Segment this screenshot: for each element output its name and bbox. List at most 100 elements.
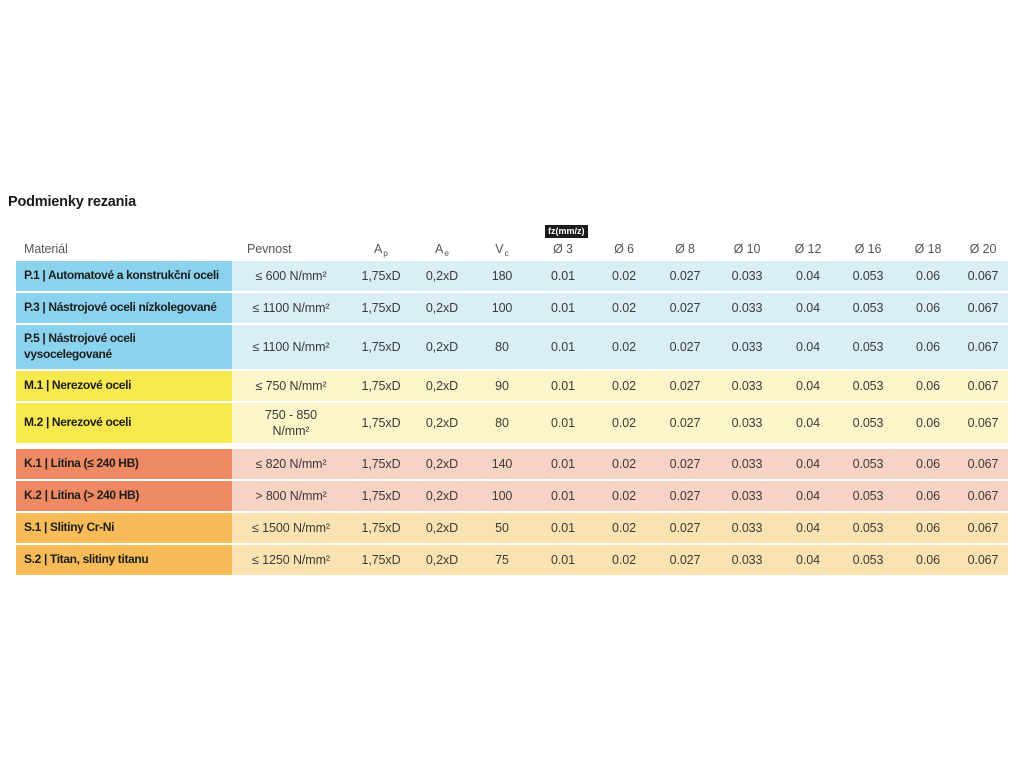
ap-cell: 1,75xD (350, 325, 412, 369)
vc-cell: 75 (472, 545, 532, 575)
material-label: S.1 | Slitiny Cr-Ni (24, 520, 115, 535)
fz-cell: 0.04 (778, 449, 838, 479)
ae-value: 0,2xD (425, 339, 459, 354)
pevnost-cell: > 800 N/mm² (232, 481, 350, 511)
vc-value: 80 (495, 415, 509, 430)
pevnost-value: ≤ 600 N/mm² (255, 268, 327, 283)
column-header-material: Materiál (16, 242, 232, 258)
fz-cell: 0.01 (532, 545, 594, 575)
ap-value: 1,75xD (361, 300, 401, 315)
fz-value: 0.053 (852, 415, 884, 430)
material-cell: K.2 | Litina (> 240 HB) (16, 481, 232, 511)
fz-value: 0.06 (916, 488, 940, 503)
material-cell: S.1 | Slitiny Cr-Ni (16, 513, 232, 543)
ae-value: 0,2xD (425, 488, 459, 503)
fz-cell: 0.06 (898, 261, 958, 291)
ap-cell: 1,75xD (350, 449, 412, 479)
pevnost-cell: ≤ 600 N/mm² (232, 261, 350, 291)
fz-cell: 0.027 (654, 481, 716, 511)
fz-value: 0.01 (551, 268, 575, 283)
fz-value: 0.027 (669, 339, 701, 354)
fz-value: 0.027 (669, 488, 701, 503)
column-header-label: Ø 20 (969, 242, 997, 256)
fz-value: 0.04 (796, 378, 820, 393)
fz-value: 0.053 (852, 268, 884, 283)
fz-value: 0.053 (852, 552, 884, 567)
fz-value: 0.04 (796, 456, 820, 471)
fz-cell: 0.053 (838, 449, 898, 479)
fz-value: 0.06 (916, 300, 940, 315)
fz-cell: 0.04 (778, 325, 838, 369)
ap-cell: 1,75xD (350, 371, 412, 401)
fz-value: 0.053 (852, 378, 884, 393)
material-label: M.1 | Nerezové oceli (24, 378, 132, 393)
column-header-d16: Ø 16 (838, 242, 898, 258)
vc-value: 180 (491, 268, 513, 283)
fz-value: 0.033 (731, 552, 763, 567)
ae-cell: 0,2xD (412, 325, 472, 369)
ae-value: 0,2xD (425, 520, 459, 535)
pevnost-value: ≤ 750 N/mm² (255, 378, 327, 393)
fz-value: 0.06 (916, 268, 940, 283)
fz-cell: 0.033 (716, 325, 778, 369)
fz-cell: 0.067 (958, 481, 1008, 511)
vc-value: 75 (495, 552, 509, 567)
material-cell: P.5 | Nástrojové oceli vysocelegované (16, 325, 232, 369)
table-row: S.2 | Titan, slitiny titanu ≤ 1250 N/mm² 1… (16, 545, 1008, 575)
fz-value: 0.053 (852, 339, 884, 354)
fz-value: 0.02 (612, 456, 636, 471)
ae-cell: 0,2xD (412, 293, 472, 323)
ae-value: 0,2xD (425, 378, 459, 393)
fz-value: 0.027 (669, 268, 701, 283)
fz-value: 0.067 (967, 378, 999, 393)
fz-value: 0.01 (551, 520, 575, 535)
ae-cell: 0,2xD (412, 371, 472, 401)
table-row: M.1 | Nerezové oceli ≤ 750 N/mm² 1,75xD 0,2… (16, 371, 1008, 401)
ap-cell: 1,75xD (350, 261, 412, 291)
fz-cell: 0.01 (532, 513, 594, 543)
fz-value: 0.06 (916, 339, 940, 354)
fz-cell: 0.067 (958, 325, 1008, 369)
fz-cell: 0.02 (594, 403, 654, 443)
fz-value: 0.02 (612, 268, 636, 283)
fz-value: 0.027 (669, 552, 701, 567)
ae-value: 0,2xD (425, 456, 459, 471)
material-cell: K.1 | Litina (≤ 240 HB) (16, 449, 232, 479)
pevnost-value: > 800 N/mm² (255, 488, 327, 503)
fz-value: 0.06 (916, 520, 940, 535)
ap-value: 1,75xD (361, 339, 401, 354)
fz-value: 0.027 (669, 520, 701, 535)
fz-value: 0.01 (551, 339, 575, 354)
fz-cell: 0.067 (958, 449, 1008, 479)
vc-cell: 140 (472, 449, 532, 479)
ap-cell: 1,75xD (350, 403, 412, 443)
material-label: M.2 | Nerezové oceli (24, 415, 132, 430)
material-cell: P.3 | Nástrojové oceli nízkolegované (16, 293, 232, 323)
fz-value: 0.053 (852, 300, 884, 315)
fz-cell: 0.033 (716, 403, 778, 443)
ae-cell: 0,2xD (412, 545, 472, 575)
page-title: Podmienky rezania (8, 194, 136, 210)
fz-value: 0.01 (551, 552, 575, 567)
fz-cell: 0.06 (898, 293, 958, 323)
fz-cell: 0.01 (532, 403, 594, 443)
fz-value: 0.033 (731, 488, 763, 503)
fz-cell: 0.06 (898, 449, 958, 479)
pevnost-value: ≤ 1500 N/mm² (252, 520, 330, 535)
fz-cell: 0.04 (778, 261, 838, 291)
fz-cell: 0.027 (654, 371, 716, 401)
fz-value: 0.067 (967, 339, 999, 354)
material-label: K.2 | Litina (> 240 HB) (24, 488, 140, 503)
vc-cell: 100 (472, 481, 532, 511)
fz-value: 0.033 (731, 456, 763, 471)
material-label: S.2 | Titan, slitiny titanu (24, 552, 149, 567)
fz-value: 0.067 (967, 268, 999, 283)
fz-value: 0.06 (916, 415, 940, 430)
table-body: P.1 | Automatové a konstrukční oceli ≤ 60… (16, 261, 1008, 575)
pevnost-value: ≤ 1250 N/mm² (252, 552, 330, 567)
fz-cell: 0.02 (594, 449, 654, 479)
fz-value: 0.06 (916, 456, 940, 471)
